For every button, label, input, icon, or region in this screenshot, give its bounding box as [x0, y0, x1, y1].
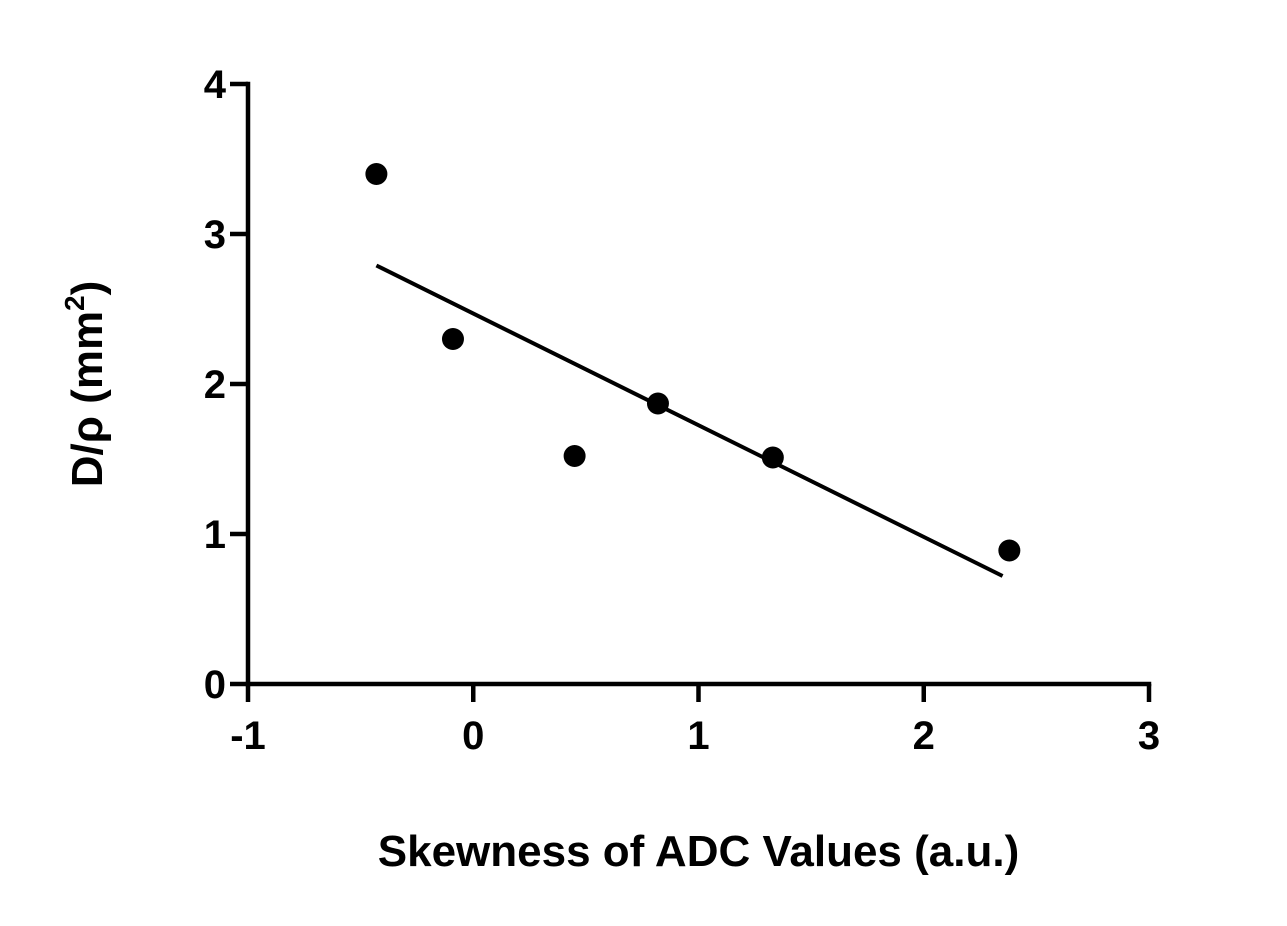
data-point	[998, 539, 1021, 562]
fit-line-layer	[375, 263, 1004, 578]
x-axis-label: Skewness of ADC Values (a.u.)	[378, 827, 1019, 876]
data-point	[365, 163, 388, 185]
y-axis-label: D/ρ (mm2)	[59, 281, 112, 488]
x-tick-label: 0	[462, 714, 484, 758]
x-tick-label: 1	[687, 714, 709, 758]
y-tick-label: 4	[204, 63, 227, 107]
y-axis-label-superscript: 2	[59, 295, 90, 311]
y-tick-label: 1	[204, 513, 226, 557]
y-axis-label-main: D/ρ (mm	[63, 311, 112, 487]
x-tick-label: -1	[230, 714, 266, 758]
data-point	[761, 446, 784, 469]
y-tick-label: 2	[204, 363, 226, 407]
x-tick-label: 2	[913, 714, 935, 758]
data-points	[365, 163, 1021, 562]
y-axis-label-close: )	[63, 281, 112, 296]
y-tick-label: 0	[204, 663, 226, 707]
data-point	[563, 445, 586, 467]
x-tick-label: 3	[1138, 714, 1160, 758]
regression-line	[375, 263, 1004, 578]
y-tick-label: 3	[204, 213, 226, 257]
data-point	[646, 392, 669, 415]
data-point	[441, 328, 464, 350]
